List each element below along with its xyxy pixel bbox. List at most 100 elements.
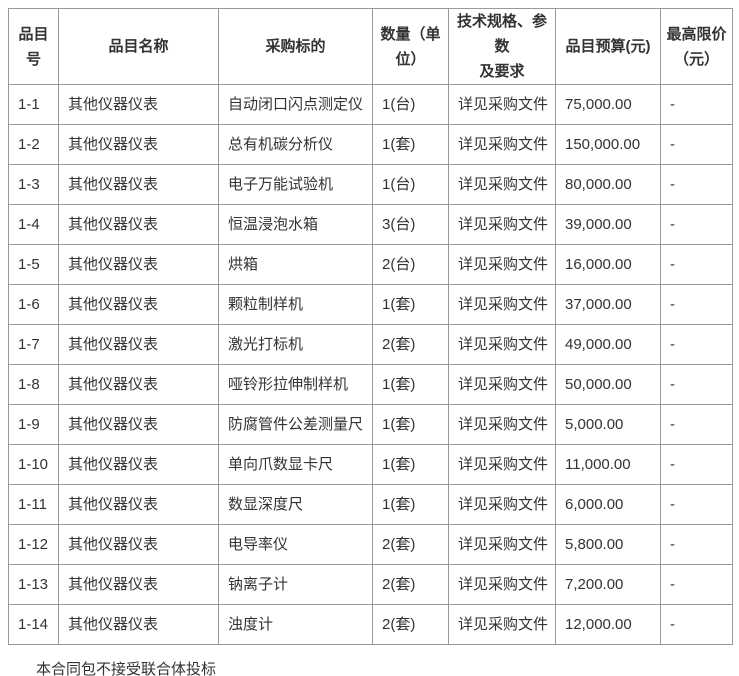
cell-budget: 11,000.00 xyxy=(555,444,661,485)
cell-quantity: 1(套) xyxy=(372,444,449,485)
cell-quantity: 1(套) xyxy=(372,404,449,445)
cell-item-no: 1-8 xyxy=(8,364,59,405)
cell-budget: 5,800.00 xyxy=(555,524,661,565)
cell-specs: 详见采购文件 xyxy=(448,564,556,605)
cell-max-price: - xyxy=(660,324,733,365)
cell-target: 烘箱 xyxy=(218,244,373,285)
cell-specs: 详见采购文件 xyxy=(448,444,556,485)
cell-specs: 详见采购文件 xyxy=(448,244,556,285)
cell-item-no: 1-10 xyxy=(8,444,59,485)
cell-quantity: 2(套) xyxy=(372,604,449,645)
table-row: 1-9 其他仪器仪表 防腐管件公差测量尺 1(套) 详见采购文件 5,000.00- xyxy=(8,404,733,445)
cell-item-name: 其他仪器仪表 xyxy=(58,164,219,205)
cell-max-price: - xyxy=(660,604,733,645)
table-row: 1-10 其他仪器仪表 单向爪数显卡尺 1(套) 详见采购文件 11,000.00- xyxy=(8,444,733,485)
table-row: 1-4 其他仪器仪表 恒温浸泡水箱 3(台) 详见采购文件 39,000.00- xyxy=(8,204,733,245)
cell-max-price: - xyxy=(660,404,733,445)
cell-max-price: - xyxy=(660,564,733,605)
cell-quantity: 1(套) xyxy=(372,284,449,325)
cell-budget: 6,000.00 xyxy=(555,484,661,525)
cell-item-no: 1-11 xyxy=(8,484,59,525)
cell-item-no: 1-13 xyxy=(8,564,59,605)
table-row: 1-6 其他仪器仪表 颗粒制样机 1(套) 详见采购文件 37,000.00- xyxy=(8,284,733,325)
cell-item-name: 其他仪器仪表 xyxy=(58,244,219,285)
cell-budget: 50,000.00 xyxy=(555,364,661,405)
cell-item-name: 其他仪器仪表 xyxy=(58,524,219,565)
cell-item-no: 1-1 xyxy=(8,84,59,125)
table-row: 1-2 其他仪器仪表 总有机碳分析仪 1(套) 详见采购文件 150,000.00- xyxy=(8,124,733,165)
cell-item-name: 其他仪器仪表 xyxy=(58,564,219,605)
cell-budget: 7,200.00 xyxy=(555,564,661,605)
header-item-no: 品目号 xyxy=(8,8,59,85)
cell-item-name: 其他仪器仪表 xyxy=(58,444,219,485)
header-item-name: 品目名称 xyxy=(58,8,219,85)
no-consortium-note: 本合同包不接受联合体投标 xyxy=(36,661,217,676)
cell-item-name: 其他仪器仪表 xyxy=(58,484,219,525)
cell-target: 钠离子计 xyxy=(218,564,373,605)
cell-item-no: 1-5 xyxy=(8,244,59,285)
cell-max-price: - xyxy=(660,444,733,485)
table-body: 1-1 其他仪器仪表 自动闭口闪点测定仪 1(台) 详见采购文件 75,000.00-1-… xyxy=(8,84,733,645)
cell-item-name: 其他仪器仪表 xyxy=(58,284,219,325)
cell-max-price: - xyxy=(660,84,733,125)
cell-target: 总有机碳分析仪 xyxy=(218,124,373,165)
cell-item-no: 1-7 xyxy=(8,324,59,365)
cell-target: 自动闭口闪点测定仪 xyxy=(218,84,373,125)
cell-target: 单向爪数显卡尺 xyxy=(218,444,373,485)
cell-target: 防腐管件公差测量尺 xyxy=(218,404,373,445)
header-target: 采购标的 xyxy=(218,8,373,85)
table-row: 1-12 其他仪器仪表 电导率仪 2(套) 详见采购文件 5,800.00- xyxy=(8,524,733,565)
cell-budget: 75,000.00 xyxy=(555,84,661,125)
cell-quantity: 1(台) xyxy=(372,84,449,125)
cell-target: 电导率仪 xyxy=(218,524,373,565)
cell-item-no: 1-12 xyxy=(8,524,59,565)
table-row: 1-14 其他仪器仪表 浊度计 2(套) 详见采购文件 12,000.00- xyxy=(8,604,733,645)
cell-max-price: - xyxy=(660,124,733,165)
cell-quantity: 1(台) xyxy=(372,164,449,205)
cell-quantity: 1(套) xyxy=(372,364,449,405)
cell-specs: 详见采购文件 xyxy=(448,364,556,405)
cell-max-price: - xyxy=(660,524,733,565)
cell-item-no: 1-2 xyxy=(8,124,59,165)
cell-budget: 16,000.00 xyxy=(555,244,661,285)
table-row: 1-11 其他仪器仪表 数显深度尺 1(套) 详见采购文件 6,000.00- xyxy=(8,484,733,525)
cell-specs: 详见采购文件 xyxy=(448,204,556,245)
cell-target: 浊度计 xyxy=(218,604,373,645)
table-row: 1-7 其他仪器仪表 激光打标机 2(套) 详见采购文件 49,000.00- xyxy=(8,324,733,365)
cell-item-no: 1-3 xyxy=(8,164,59,205)
cell-item-no: 1-9 xyxy=(8,404,59,445)
cell-item-no: 1-14 xyxy=(8,604,59,645)
cell-max-price: - xyxy=(660,204,733,245)
cell-target: 颗粒制样机 xyxy=(218,284,373,325)
cell-item-name: 其他仪器仪表 xyxy=(58,204,219,245)
cell-specs: 详见采购文件 xyxy=(448,404,556,445)
cell-specs: 详见采购文件 xyxy=(448,524,556,565)
cell-item-no: 1-4 xyxy=(8,204,59,245)
header-row: 品目号 品目名称 采购标的 数量（单 位） 技术规格、参数 及要求 品目预算(元… xyxy=(8,8,733,85)
cell-specs: 详见采购文件 xyxy=(448,84,556,125)
table-header: 品目号 品目名称 采购标的 数量（单 位） 技术规格、参数 及要求 品目预算(元… xyxy=(8,8,733,85)
cell-budget: 49,000.00 xyxy=(555,324,661,365)
cell-max-price: - xyxy=(660,484,733,525)
cell-quantity: 2(套) xyxy=(372,524,449,565)
cell-item-name: 其他仪器仪表 xyxy=(58,124,219,165)
cell-item-no: 1-6 xyxy=(8,284,59,325)
cell-budget: 39,000.00 xyxy=(555,204,661,245)
cell-target: 恒温浸泡水箱 xyxy=(218,204,373,245)
cell-budget: 150,000.00 xyxy=(555,124,661,165)
header-quantity: 数量（单 位） xyxy=(372,8,449,85)
header-budget: 品目预算(元) xyxy=(555,8,661,85)
cell-specs: 详见采购文件 xyxy=(448,124,556,165)
header-specs: 技术规格、参数 及要求 xyxy=(448,8,556,85)
cell-target: 激光打标机 xyxy=(218,324,373,365)
cell-budget: 80,000.00 xyxy=(555,164,661,205)
cell-max-price: - xyxy=(660,284,733,325)
cell-target: 数显深度尺 xyxy=(218,484,373,525)
cell-budget: 12,000.00 xyxy=(555,604,661,645)
cell-specs: 详见采购文件 xyxy=(448,484,556,525)
cell-specs: 详见采购文件 xyxy=(448,284,556,325)
cell-quantity: 2(套) xyxy=(372,324,449,365)
cell-target: 哑铃形拉伸制样机 xyxy=(218,364,373,405)
table-row: 1-3 其他仪器仪表 电子万能试验机 1(台) 详见采购文件 80,000.00- xyxy=(8,164,733,205)
